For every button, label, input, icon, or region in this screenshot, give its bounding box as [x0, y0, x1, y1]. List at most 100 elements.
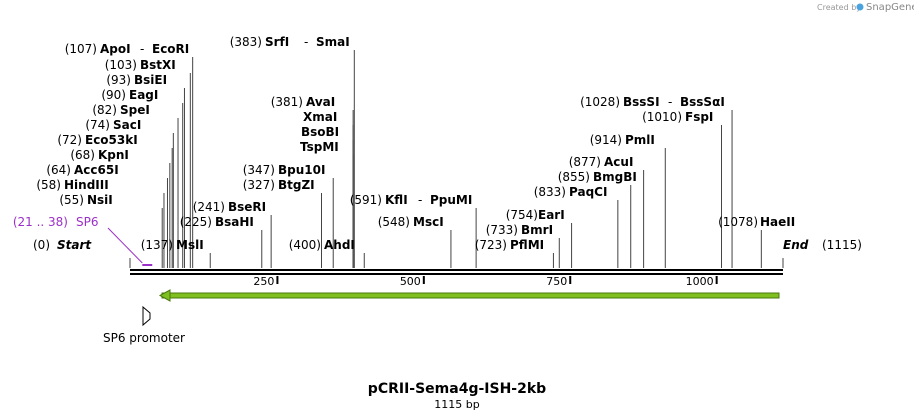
tick-label: 250	[253, 275, 274, 288]
ruler: 250 500 750 1000	[253, 275, 718, 288]
site-name[interactable]: KflI	[385, 193, 408, 207]
site-separator: -	[304, 35, 308, 49]
site-name[interactable]: AcuI	[604, 155, 633, 169]
site-name[interactable]: HindIII	[64, 178, 109, 192]
site-labels: (107) ApoI - EcoRI(103) BstXI(93) BsiEI(90) Ea…	[13, 35, 862, 252]
site-position: (137)	[141, 238, 173, 252]
site-name[interactable]: NsiI	[87, 193, 113, 207]
site-position: (107)	[65, 42, 97, 56]
site-position: (55)	[59, 193, 84, 207]
site-name[interactable]: HaeII	[760, 215, 795, 229]
site-name[interactable]: Eco53kI	[85, 133, 138, 147]
primer-name[interactable]: SP6	[76, 215, 99, 229]
site-name[interactable]: BseRI	[228, 200, 266, 214]
sp6-feature-bar	[161, 292, 780, 299]
site-position: (833)	[534, 185, 566, 199]
snapgene-logo-icon	[856, 3, 864, 11]
site-separator: -	[140, 42, 144, 56]
end-label: End	[783, 238, 809, 252]
site-name[interactable]: AvaI	[306, 95, 335, 109]
tick-mark	[422, 276, 425, 284]
site-name[interactable]: MslI	[176, 238, 204, 252]
tick-mark	[715, 276, 718, 284]
site-position: (1078)	[718, 215, 758, 229]
plasmid-title: pCRII-Sema4g-ISH-2kb	[368, 381, 546, 397]
site-name[interactable]: ApoI	[100, 42, 131, 56]
tick-mark	[569, 276, 572, 284]
site-name[interactable]: KpnI	[98, 148, 129, 162]
backbone	[130, 269, 783, 275]
site-position: (855)	[558, 170, 590, 184]
site-name[interactable]: SpeI	[120, 103, 150, 117]
site-name-extra[interactable]: PpuMI	[430, 193, 472, 207]
site-position: (58)	[36, 178, 61, 192]
site-name[interactable]: BtgZI	[278, 178, 315, 192]
site-position: (754)	[506, 208, 538, 222]
site-name[interactable]: AhdI	[324, 238, 355, 252]
site-position: (68)	[70, 148, 95, 162]
site-name[interactable]: TspMI	[300, 140, 339, 154]
tick-label: 1000	[686, 275, 714, 288]
plasmid-length: 1115 bp	[434, 398, 479, 411]
primer-sp6-leader	[107, 227, 143, 264]
site-name[interactable]: SrfI	[265, 35, 289, 49]
tick-mark	[276, 276, 279, 284]
start-label: Start	[57, 238, 92, 252]
site-name[interactable]: BmgBI	[593, 170, 637, 184]
site-lines	[107, 50, 784, 268]
site-position: (723)	[475, 238, 507, 252]
reverse-arrow-icon	[158, 289, 171, 302]
bottom-strand	[130, 273, 783, 275]
credit-brand: SnapGene	[866, 2, 914, 13]
site-name[interactable]: MscI	[413, 215, 444, 229]
site-position: (241)	[193, 200, 225, 214]
site-name-extra[interactable]: EcoRI	[152, 42, 189, 56]
site-position: (103)	[105, 58, 137, 72]
site-name-extra[interactable]: SmaI	[316, 35, 350, 49]
site-position: (733)	[486, 223, 518, 237]
site-name[interactable]: BstXI	[140, 58, 176, 72]
site-name[interactable]: EarI	[538, 208, 565, 222]
top-strand	[130, 269, 783, 271]
site-name[interactable]: EagI	[129, 88, 158, 102]
site-name[interactable]: BsaHI	[215, 215, 254, 229]
site-position: (82)	[92, 103, 117, 117]
site-position: (1028)	[580, 95, 620, 109]
site-name[interactable]: BsiEI	[134, 73, 167, 87]
site-position: (327)	[243, 178, 275, 192]
site-separator: -	[418, 193, 422, 207]
site-position: (383)	[230, 35, 262, 49]
site-name[interactable]: Acc65I	[74, 163, 119, 177]
tick-label: 750	[546, 275, 567, 288]
site-name[interactable]: Bpu10I	[278, 163, 325, 177]
site-position: (93)	[106, 73, 131, 87]
start-position: (0)	[33, 238, 50, 252]
tick-label: 500	[400, 275, 421, 288]
site-position: (64)	[46, 163, 71, 177]
site-position: (90)	[101, 88, 126, 102]
site-name-extra[interactable]: BssSαI	[680, 95, 725, 109]
feature-sp6-promoter: SP6 promoter	[103, 289, 780, 345]
site-name[interactable]: FspI	[685, 110, 713, 124]
site-position: (400)	[289, 238, 321, 252]
site-name[interactable]: PaqCI	[569, 185, 607, 199]
site-name[interactable]: SacI	[113, 118, 141, 132]
primer-position: (21 .. 38)	[13, 215, 68, 229]
site-position: (72)	[57, 133, 82, 147]
feature-label: SP6 promoter	[103, 331, 185, 345]
site-position: (225)	[180, 215, 212, 229]
site-position: (914)	[590, 133, 622, 147]
site-position: (877)	[569, 155, 601, 169]
site-position: (591)	[350, 193, 382, 207]
site-position: (548)	[378, 215, 410, 229]
site-name[interactable]: BsoBI	[301, 125, 339, 139]
site-position: (74)	[85, 118, 110, 132]
site-position: (381)	[271, 95, 303, 109]
site-name[interactable]: BssSI	[623, 95, 660, 109]
site-name[interactable]: BmrI	[521, 223, 553, 237]
site-name[interactable]: PmlI	[625, 133, 655, 147]
site-name[interactable]: PflMI	[510, 238, 544, 252]
snapgene-credit: Created by SnapGene	[817, 2, 914, 13]
site-name[interactable]: XmaI	[303, 110, 337, 124]
